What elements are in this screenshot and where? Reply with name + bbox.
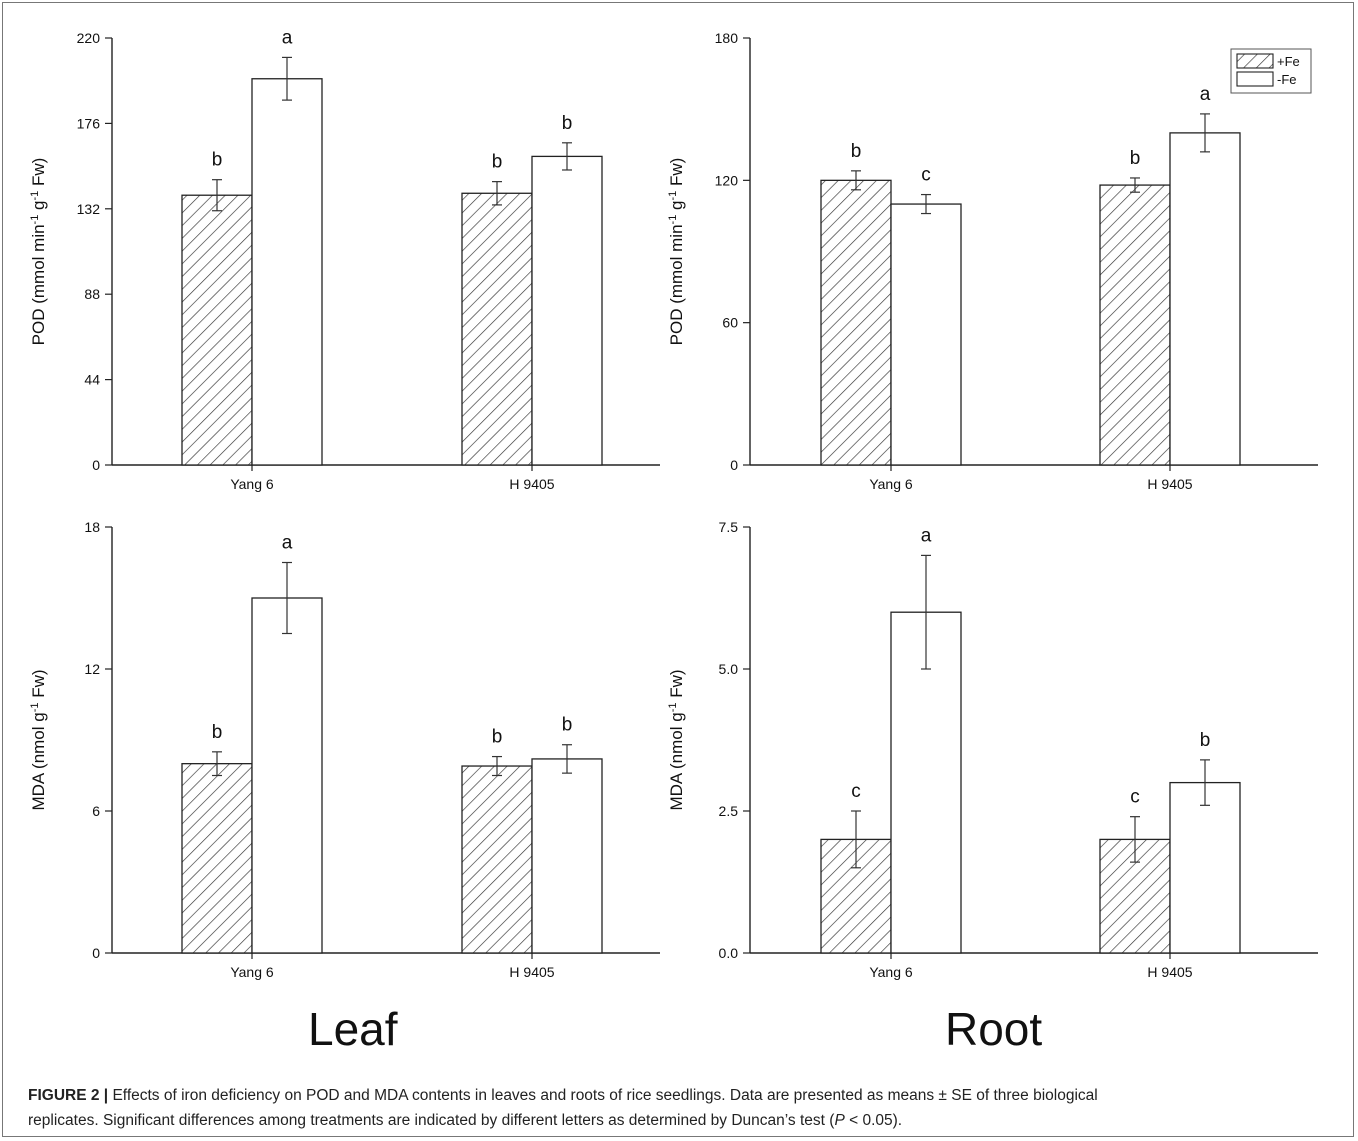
- chart-panel-leaf-pod: 0 44 88 132 176 220 POD (mmol min-1 g-1 Fw) Yan…: [29, 27, 660, 492]
- y-tick-label: 5.0: [719, 661, 739, 677]
- significance-letter: a: [282, 27, 293, 48]
- figure-caption: FIGURE 2 | Effects of iron deficiency on…: [28, 1083, 1328, 1133]
- caption-p-symbol: P: [834, 1112, 845, 1129]
- y-tick-label: 120: [715, 172, 739, 188]
- y-tick-label: 7.5: [719, 519, 739, 535]
- bar-minus-fe: [1169, 781, 1241, 954]
- y-tick-label: 6: [92, 803, 100, 819]
- chart-panel-root-pod: 0 60 120 180 POD (mmol min-1 g-1 Fw) Yang 6 b c…: [667, 30, 1318, 492]
- x-tick-label: H 9405: [509, 476, 554, 492]
- y-axis-label: POD (mmol min-1 g-1 Fw): [667, 158, 686, 346]
- significance-letter: c: [851, 781, 861, 802]
- significance-letter: b: [1200, 730, 1211, 751]
- y-tick-label: 60: [722, 315, 738, 331]
- y-tick-label: 176: [77, 115, 101, 131]
- bar-minus-fe: [251, 78, 323, 466]
- bar-minus-fe: [251, 597, 323, 954]
- y-tick-label: 12: [84, 661, 100, 677]
- significance-letter: b: [212, 722, 223, 743]
- significance-letter: a: [1200, 84, 1211, 105]
- x-tick-label: Yang 6: [869, 964, 913, 980]
- y-tick-label: 0.0: [719, 945, 739, 961]
- y-tick-label: 132: [77, 201, 101, 217]
- legend-label: +Fe: [1277, 54, 1300, 69]
- significance-letter: a: [921, 525, 932, 546]
- caption-label: FIGURE 2 |: [28, 1087, 109, 1104]
- bar-plus-fe: [181, 194, 253, 466]
- bar-minus-fe: [890, 203, 962, 466]
- bar-plus-fe: [820, 179, 892, 466]
- bar-minus-fe: [1169, 132, 1241, 466]
- significance-letter: b: [492, 152, 503, 173]
- caption-text-line1: Effects of iron deficiency on POD and MD…: [112, 1087, 1098, 1104]
- y-axis-label: POD (mmol min-1 g-1 Fw): [29, 158, 48, 346]
- x-tick-label: H 9405: [1147, 476, 1192, 492]
- y-axis-label: MDA (nmol g-1 Fw): [667, 669, 686, 810]
- significance-letter: a: [282, 533, 293, 554]
- x-tick-label: Yang 6: [230, 476, 274, 492]
- y-tick-label: 220: [77, 30, 101, 46]
- bar-plus-fe: [181, 763, 253, 954]
- legend-swatch: [1236, 53, 1274, 69]
- bar-plus-fe: [461, 765, 533, 954]
- significance-letter: b: [212, 150, 223, 171]
- y-tick-label: 0: [92, 457, 100, 473]
- significance-letter: b: [851, 141, 862, 162]
- column-label-root: Root: [945, 1003, 1043, 1055]
- y-tick-label: 180: [715, 30, 739, 46]
- significance-letter: b: [1130, 148, 1141, 169]
- x-tick-label: H 9405: [1147, 964, 1192, 980]
- caption-text-line2a: replicates. Significant differences amon…: [28, 1112, 835, 1129]
- y-tick-label: 0: [92, 945, 100, 961]
- x-tick-label: H 9405: [509, 964, 554, 980]
- significance-letter: b: [492, 727, 503, 748]
- x-tick-label: Yang 6: [869, 476, 913, 492]
- significance-letter: b: [562, 113, 573, 134]
- y-tick-label: 0: [730, 457, 738, 473]
- y-tick-label: 18: [84, 519, 100, 535]
- bar-plus-fe: [461, 192, 533, 466]
- significance-letter: b: [562, 715, 573, 736]
- chart-panel-root-mda: 0.0 2.5 5.0 7.5 MDA (nmol g-1 Fw) Yang 6 c a H 9…: [667, 519, 1318, 980]
- bar-minus-fe: [531, 155, 603, 466]
- legend-swatch: [1236, 71, 1274, 87]
- y-axis-label: MDA (nmol g-1 Fw): [29, 669, 48, 810]
- caption-text-line2b: < 0.05).: [844, 1112, 903, 1129]
- x-tick-label: Yang 6: [230, 964, 274, 980]
- bar-plus-fe: [1099, 184, 1171, 466]
- legend-label: -Fe: [1277, 72, 1297, 87]
- bar-minus-fe: [531, 758, 603, 954]
- y-tick-label: 44: [84, 372, 100, 388]
- significance-letter: c: [921, 165, 931, 186]
- y-tick-label: 2.5: [719, 803, 739, 819]
- significance-letter: c: [1130, 787, 1140, 808]
- chart-panel-leaf-mda: 0 6 12 18 MDA (nmol g-1 Fw) Yang 6 b a H 9405 b b: [29, 519, 660, 980]
- column-label-leaf: Leaf: [308, 1003, 398, 1055]
- y-tick-label: 88: [84, 286, 100, 302]
